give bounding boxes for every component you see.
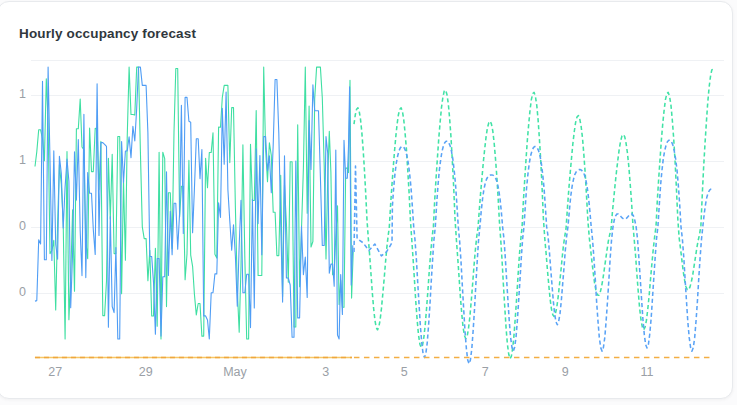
y-axis-tick-label: 1 (19, 87, 26, 101)
x-axis-tick-label: May (223, 365, 247, 379)
y-axis-tick-label: 0 (19, 219, 26, 233)
x-axis-tick-label: 11 (641, 365, 654, 379)
x-axis-tick-label: 27 (48, 365, 62, 379)
page-background: 1100 2729May357911 Hourly occupancy fore… (0, 0, 737, 405)
x-axis-tick-label: 29 (139, 365, 153, 379)
occupancy-chart: 1100 2729May357911 (0, 0, 737, 405)
y-axis-tick-label: 1 (19, 153, 26, 167)
y-axis-tick-label: 0 (19, 285, 26, 299)
x-axis-labels: 27 29 May 3 5 7 9 11 (48, 365, 653, 379)
chart-title: Hourly occupancy forecast (19, 26, 196, 41)
occupancy-history-blue (35, 67, 353, 339)
y-axis-labels: 1 1 0 0 (19, 87, 26, 299)
chart-series (35, 67, 713, 364)
x-axis-tick-label: 3 (322, 365, 329, 379)
x-axis-tick-label: 9 (562, 365, 569, 379)
gridlines (31, 61, 724, 294)
x-axis-tick-label: 5 (401, 365, 408, 379)
x-axis-tick-label: 7 (482, 365, 489, 379)
occupancy-forecast-green (354, 69, 713, 359)
